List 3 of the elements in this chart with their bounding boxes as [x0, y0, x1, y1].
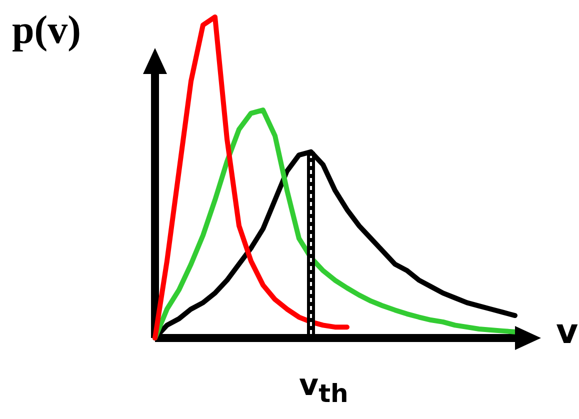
x-axis-title: v — [556, 312, 578, 352]
y-axis-title: p(v) — [12, 6, 81, 53]
text: v$_{th}$ — [299, 368, 348, 408]
